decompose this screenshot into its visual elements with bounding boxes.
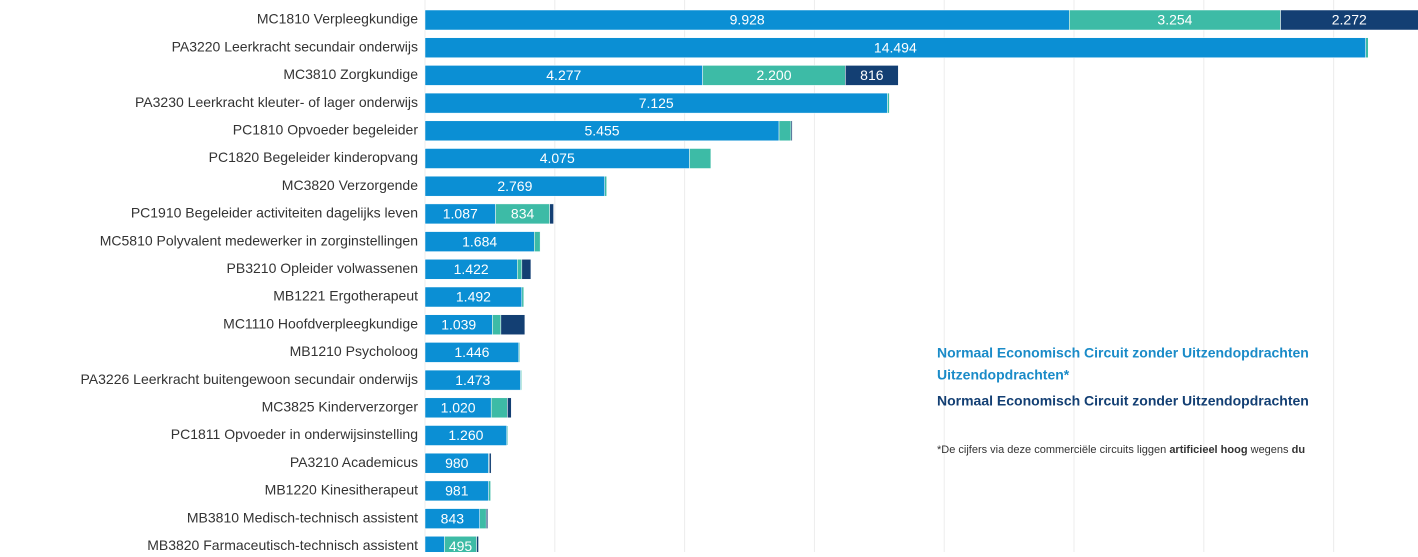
bar-segment	[488, 480, 491, 502]
category-label: PC1910 Begeleider activiteiten dagelijks…	[131, 205, 418, 221]
value-label: 2.200	[756, 67, 791, 83]
category-label: PC1811 Opvoeder in onderwijsinstelling	[171, 426, 418, 442]
value-label: 1.492	[456, 289, 491, 305]
category-label: MC1110 Hoofdverpleegkundige	[223, 315, 418, 331]
bar-segment	[778, 120, 792, 142]
bar-segment	[1365, 37, 1369, 58]
category-label: PA3210 Academicus	[290, 454, 418, 470]
category-label: PB3210 Opleider volwassenen	[227, 260, 418, 276]
legend-entry: Normaal Economisch Circuit zonder Uitzen…	[937, 393, 1309, 409]
category-label: MC1810 Verpleegkundige	[257, 11, 418, 27]
value-label: 816	[860, 67, 884, 83]
value-label: 9.928	[730, 12, 765, 28]
category-label: MC5810 Polyvalent medewerker in zorginst…	[100, 232, 418, 248]
category-label: MC3820 Verzorgende	[282, 177, 418, 193]
bar-segment	[518, 342, 521, 363]
value-label: 981	[445, 483, 469, 499]
value-label: 1.039	[441, 316, 476, 332]
value-label: 1.446	[454, 344, 489, 360]
value-label: 5.455	[584, 123, 619, 139]
bar-segment	[845, 65, 899, 86]
bar-segment	[1280, 9, 1418, 31]
bar-segment	[476, 536, 479, 557]
footnote: *De cijfers via deze commerciële circuit…	[937, 444, 1305, 456]
value-label: 843	[441, 510, 465, 526]
category-label: MB1221 Ergotherapeut	[273, 288, 418, 304]
category-label: MB3820 Farmaceutisch-technisch assistent	[147, 537, 418, 552]
value-label: 3.254	[1157, 12, 1192, 28]
footnote-part: artificieel hoog	[1169, 444, 1247, 456]
category-label: MC3810 Zorgkundige	[283, 66, 418, 82]
bar-segment	[506, 425, 508, 446]
bar-segment	[521, 286, 525, 308]
bar-segment	[604, 175, 607, 197]
category-label: MB1210 Psycholoog	[290, 343, 418, 359]
bar-segment	[520, 369, 522, 391]
bar-segment	[479, 508, 487, 529]
legend-entry: Uitzendopdrachten*	[937, 367, 1070, 383]
category-label: MC3825 Kinderverzorger	[262, 399, 419, 415]
bar-segment	[500, 314, 526, 335]
value-label: 980	[445, 455, 469, 471]
bar-segment	[492, 314, 502, 335]
value-label: 1.260	[448, 427, 483, 443]
category-label: PA3226 Leerkracht buitengewoon secundair…	[80, 371, 418, 387]
value-label: 495	[449, 538, 473, 552]
bar-segment	[489, 452, 492, 474]
value-label: 1.422	[454, 261, 489, 277]
footnote-part: du	[1292, 444, 1305, 456]
footnote-part: wegens	[1248, 444, 1292, 456]
bar-segment	[521, 259, 532, 280]
bar-segment	[549, 203, 554, 225]
footnote-part: *De cijfers via deze commerciële circuit…	[937, 444, 1169, 456]
bar-segment	[790, 120, 793, 142]
value-label: 1.684	[462, 233, 497, 249]
bar-segment	[424, 536, 445, 557]
category-label: PA3220 Leerkracht secundair onderwijs	[172, 38, 418, 54]
category-label: PC1820 Begeleider kinderopvang	[209, 149, 418, 165]
bar-segment	[534, 231, 541, 252]
legend-entry: Normaal Economisch Circuit zonder Uitzen…	[937, 345, 1309, 361]
bar-segment	[490, 397, 508, 419]
value-label: 1.473	[455, 372, 490, 388]
bar-segment	[887, 92, 890, 114]
value-label: 7.125	[639, 95, 674, 111]
value-label: 14.494	[874, 39, 917, 55]
value-label: 2.769	[497, 178, 532, 194]
category-label: PC1810 Opvoeder begeleider	[233, 122, 419, 138]
bar-segment	[517, 259, 523, 280]
category-label: MB3810 Medisch-technisch assistent	[187, 509, 418, 525]
bar-segment	[507, 397, 512, 419]
bar-segment	[689, 148, 712, 169]
value-label: 1.020	[441, 400, 476, 416]
category-label: MB1220 Kinesitherapeut	[265, 482, 418, 498]
value-label: 834	[511, 206, 535, 222]
value-label: 4.075	[540, 150, 575, 166]
value-label: 1.087	[443, 206, 478, 222]
value-label: 4.277	[546, 67, 581, 83]
bar-segment	[485, 508, 489, 529]
value-label: 2.272	[1332, 12, 1367, 28]
category-label: PA3230 Leerkracht kleuter- of lager onde…	[135, 94, 418, 110]
